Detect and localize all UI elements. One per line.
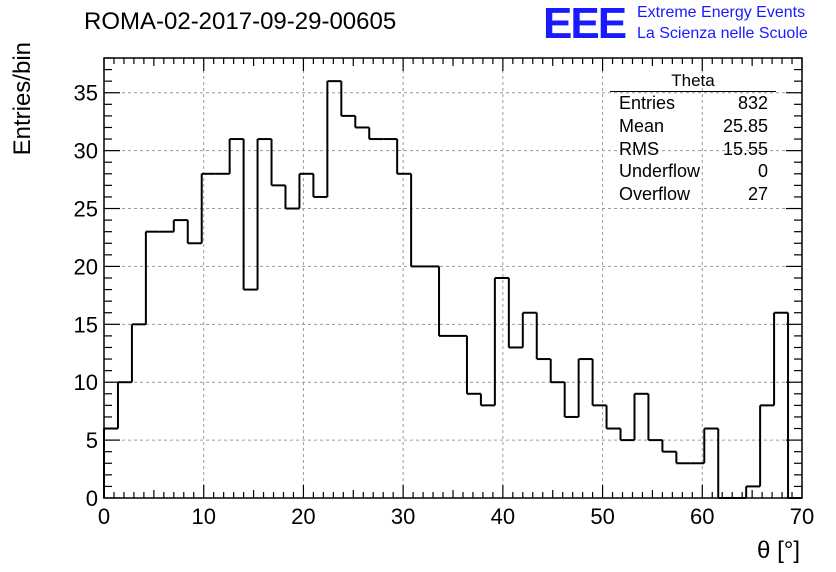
stats-row-entries: Entries 832 xyxy=(610,92,776,115)
x-tick-label: 70 xyxy=(790,504,814,529)
stats-row-mean: Mean 25.85 xyxy=(610,115,776,138)
stats-label: RMS xyxy=(619,138,659,159)
stats-label: Mean xyxy=(619,115,665,136)
x-tick-label: 20 xyxy=(291,504,315,529)
axes: 0 10 20 30 40 50 60 70 0 5 10 15 20 25 30 35 xyxy=(74,57,814,529)
stats-value: 25.85 xyxy=(722,115,768,136)
stats-label: Underflow xyxy=(619,161,701,182)
stats-value: 0 xyxy=(757,161,768,182)
x-tick-label: 40 xyxy=(491,504,515,529)
stats-value: 27 xyxy=(747,184,768,205)
y-tick-label: 35 xyxy=(74,81,98,106)
x-tick-label: 0 xyxy=(98,504,110,529)
eee-logo: EEE xyxy=(543,0,627,48)
y-axis-label: Entries/bin xyxy=(9,42,36,155)
x-axis-label: θ [°] xyxy=(757,537,800,564)
stats-value: 832 xyxy=(737,93,768,113)
logo-line-1: Extreme Energy Events xyxy=(637,4,806,21)
stats-title: Theta xyxy=(610,72,776,92)
stats-box: Theta Entries 832 Mean 25.85 RMS 15.55 U… xyxy=(610,72,776,206)
x-tick-label: 10 xyxy=(191,504,215,529)
y-tick-label: 10 xyxy=(74,370,98,395)
x-tick-label: 60 xyxy=(690,504,714,529)
y-tick-label: 0 xyxy=(86,486,98,511)
y-tick-label: 30 xyxy=(74,139,98,164)
y-tick-label: 5 xyxy=(86,428,98,453)
y-tick-label: 20 xyxy=(74,254,98,279)
run-title: ROMA-02-2017-09-29-00605 xyxy=(84,8,397,35)
x-tick-label: 50 xyxy=(590,504,614,529)
y-tick-label: 25 xyxy=(74,197,98,222)
x-tick-label: 30 xyxy=(391,504,415,529)
stats-row-rms: RMS 15.55 xyxy=(610,138,776,161)
stats-value: 15.55 xyxy=(722,138,768,159)
y-tick-label: 15 xyxy=(74,312,98,337)
stats-label: Overflow xyxy=(619,184,691,205)
stats-label: Entries xyxy=(619,93,676,113)
logo-line-2: La Scienza nelle Scuole xyxy=(637,25,808,42)
stats-row-underflow: Underflow 0 xyxy=(610,160,776,183)
stats-row-overflow: Overflow 27 xyxy=(610,183,776,206)
